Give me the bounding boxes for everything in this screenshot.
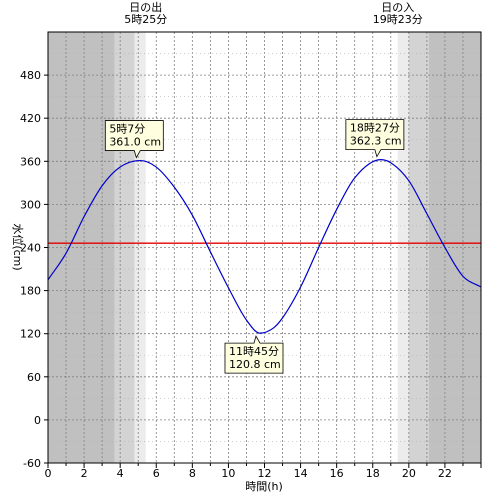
callout-level: 362.3 cm — [350, 135, 402, 148]
x-tick-label: 10 — [221, 467, 235, 480]
x-tick-label: 0 — [45, 467, 52, 480]
y-axis-label: 水位(cm) — [11, 223, 25, 270]
y-tick-label: 240 — [20, 242, 41, 255]
y-tick-label: 180 — [20, 285, 41, 298]
callout-time: 18時27分 — [350, 122, 400, 135]
sunrise-label: 日の出 — [129, 0, 162, 14]
x-tick-label: 2 — [81, 467, 88, 480]
axes: -60 0 60 120 180 240 300 360 420 480 0 2 4 6 8 10 12 14 16… — [20, 31, 482, 480]
callout-time: 5時7分 — [109, 123, 145, 136]
y-tick-label: 360 — [20, 155, 41, 168]
y-tick-label: 0 — [34, 414, 41, 427]
shade-band — [408, 32, 429, 463]
y-tick-label: 480 — [20, 69, 41, 82]
sunset-label: 日の入 — [381, 1, 414, 14]
x-tick-label: 8 — [189, 467, 196, 480]
grid-lines — [48, 32, 481, 463]
callout-level: 361.0 cm — [109, 136, 161, 149]
shade-band — [397, 32, 409, 463]
x-tick-label: 6 — [153, 467, 160, 480]
x-tick-label: 12 — [258, 467, 272, 480]
tide-level-line — [47, 159, 482, 334]
x-axis-label: 時間(h) — [245, 480, 283, 493]
x-tick-label: 4 — [117, 467, 124, 480]
y-tick-label: -60 — [23, 457, 41, 470]
y-tick-label: 120 — [20, 328, 41, 341]
x-tick-label: 14 — [294, 467, 308, 480]
callout-box — [224, 335, 284, 374]
callout-box — [345, 119, 405, 158]
sunrise-time: 5時25分 — [124, 13, 167, 26]
callout-time: 11時45分 — [229, 345, 279, 358]
callout-level: 120.8 cm — [229, 358, 281, 371]
x-tick-label: 16 — [330, 467, 344, 480]
callout-box — [104, 120, 164, 159]
y-tick-label: 60 — [27, 371, 41, 384]
x-tick-label: 18 — [366, 467, 380, 480]
y-tick-label: 420 — [20, 112, 41, 125]
x-tick-label: 22 — [438, 467, 452, 480]
y-tick-label: 300 — [20, 198, 41, 211]
sunset-time: 19時23分 — [373, 13, 423, 26]
x-tick-label: 20 — [402, 467, 416, 480]
tide-series — [47, 159, 482, 334]
